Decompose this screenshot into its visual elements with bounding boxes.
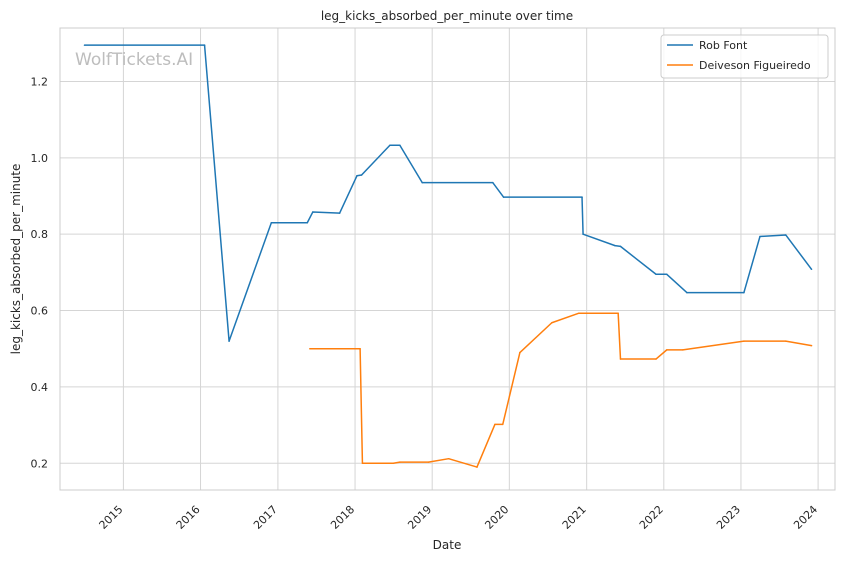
watermark-text: WolfTickets.AI xyxy=(75,50,193,70)
plot-frame xyxy=(59,27,836,491)
data-point xyxy=(502,196,505,198)
data-point xyxy=(447,457,450,460)
data-point xyxy=(494,423,496,426)
data-point xyxy=(617,312,619,314)
data-point xyxy=(810,268,813,271)
legend: Rob Font Deiveson Figueiredo xyxy=(660,34,829,79)
data-point xyxy=(686,291,688,294)
data-point xyxy=(759,235,761,238)
data-point xyxy=(582,233,584,235)
data-point xyxy=(551,322,553,324)
x-axis-title: Date xyxy=(433,538,462,552)
data-point xyxy=(578,312,580,314)
data-point xyxy=(614,244,616,247)
data-point xyxy=(492,181,494,184)
y-axis-title: leg_kicks_absorbed_per_minute xyxy=(9,164,23,355)
data-point xyxy=(392,462,395,465)
y-tick-label: 0.8 xyxy=(31,228,49,241)
data-point xyxy=(421,181,423,184)
data-point xyxy=(356,175,358,177)
y-tick-label: 1.2 xyxy=(31,75,49,88)
data-point xyxy=(306,221,309,224)
data-point xyxy=(399,144,401,146)
legend-label: Deiveson Figueiredo xyxy=(699,59,811,72)
data-point xyxy=(361,462,364,465)
legend-box xyxy=(660,34,829,79)
data-point xyxy=(203,44,206,46)
data-point xyxy=(359,347,361,350)
data-point xyxy=(619,245,622,248)
data-point xyxy=(810,344,813,347)
data-point xyxy=(83,44,86,46)
chart-title: leg_kicks_absorbed_per_minute over time xyxy=(321,9,573,23)
data-point xyxy=(270,221,273,224)
grid xyxy=(60,28,835,490)
y-tick-label: 0.2 xyxy=(31,457,49,470)
data-point xyxy=(655,273,657,276)
data-point xyxy=(519,351,521,354)
series-layer xyxy=(83,44,813,468)
data-point xyxy=(655,358,657,360)
data-point xyxy=(399,461,401,463)
data-point xyxy=(476,466,478,468)
data-point xyxy=(309,347,311,350)
y-tick-label: 0.6 xyxy=(31,305,49,318)
data-point xyxy=(502,423,504,426)
data-point xyxy=(581,196,583,198)
data-point xyxy=(619,358,622,360)
data-point xyxy=(427,461,430,463)
y-tick-label: 1.0 xyxy=(31,152,49,165)
data-point xyxy=(785,234,787,236)
y-tick-label: 0.4 xyxy=(31,381,49,394)
data-point xyxy=(743,340,745,342)
data-point xyxy=(228,340,230,342)
data-point xyxy=(360,174,363,176)
data-point xyxy=(666,273,668,276)
legend-label: Rob Font xyxy=(699,39,748,52)
data-point xyxy=(389,144,391,146)
data-point xyxy=(682,349,684,351)
data-point xyxy=(338,212,341,214)
data-point xyxy=(743,291,745,294)
data-point xyxy=(785,340,787,342)
data-point xyxy=(312,211,314,213)
data-point xyxy=(666,349,668,351)
